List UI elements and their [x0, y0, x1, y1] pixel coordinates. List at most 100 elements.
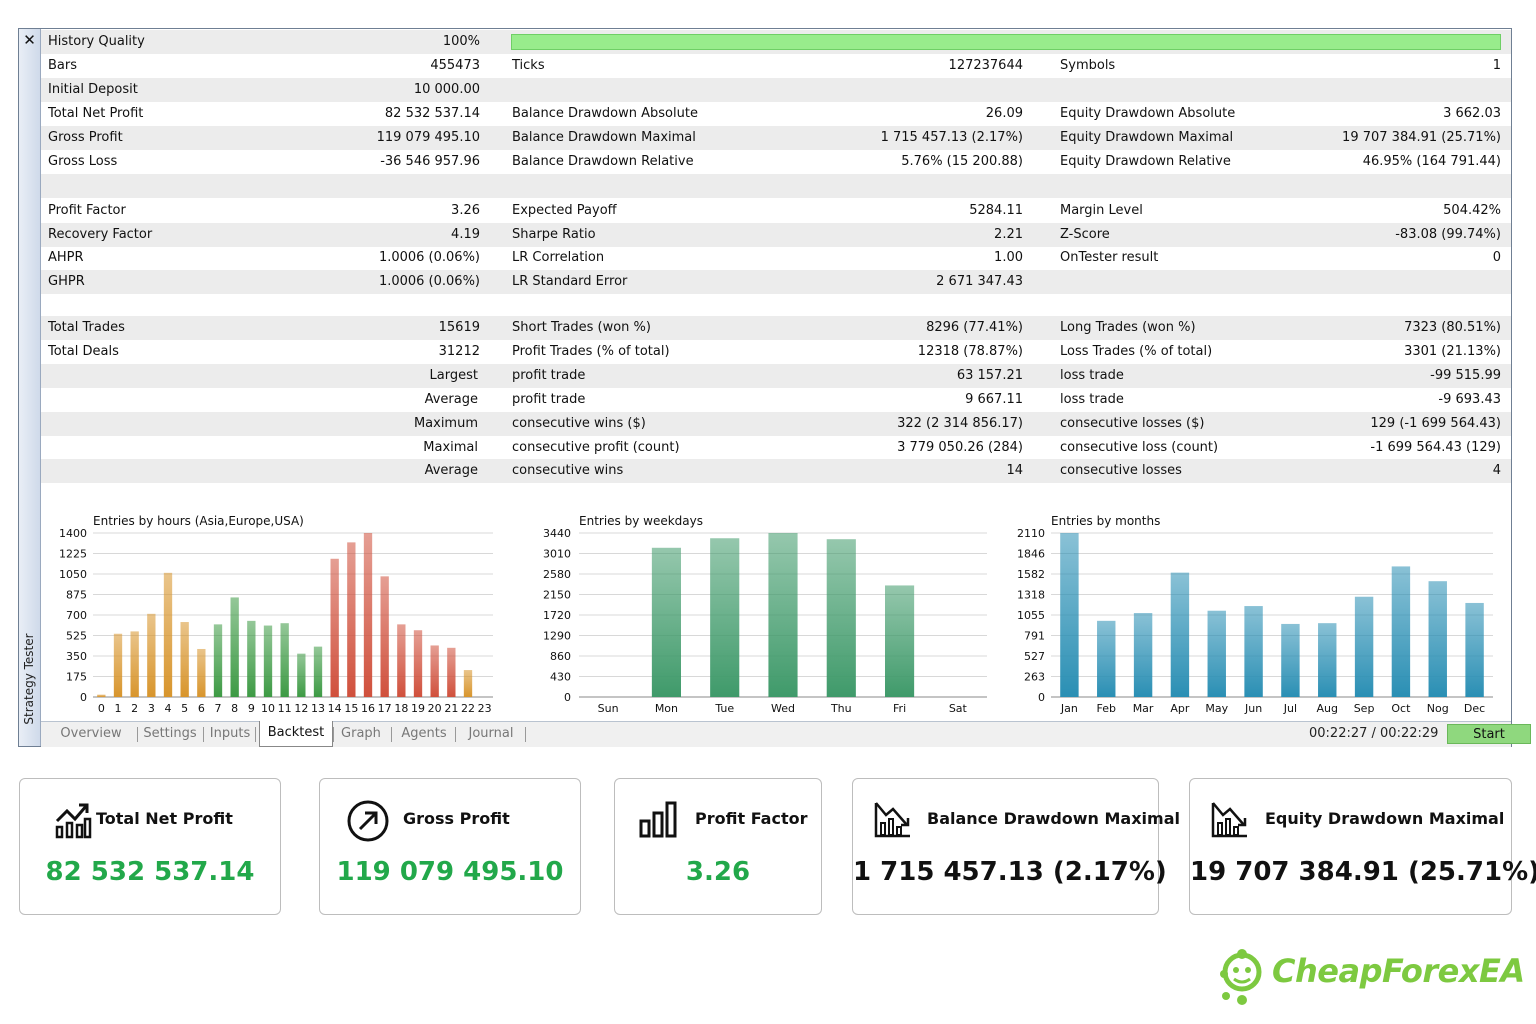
report-row: Gross Loss -36 546 957.96 Balance Drawdown…	[41, 150, 1511, 174]
metric-label: LR Correlation	[512, 250, 605, 265]
metric-value: 4.19	[451, 227, 480, 242]
history-quality-bar	[511, 34, 1501, 50]
tab-separator	[137, 727, 138, 742]
metric-label: Recovery Factor	[48, 227, 153, 242]
metric-value: -99 515.99	[1430, 368, 1501, 383]
report-row	[41, 174, 1511, 198]
metric-value: 504.42%	[1443, 203, 1501, 218]
metric-value: 119 079 495.10	[376, 130, 480, 145]
metric-label: Sharpe Ratio	[512, 227, 596, 242]
metric-value: -1 699 564.43 (129)	[1370, 440, 1501, 455]
report-row: Total Trades 15619 Short Trades (won %) 829…	[41, 316, 1511, 340]
metric-label: Equity Drawdown Maximal	[1060, 130, 1234, 145]
metric-label: Gross Profit	[48, 130, 123, 145]
report-row: Gross Profit 119 079 495.10 Balance Drawdo…	[41, 126, 1511, 150]
metric-value: 12318 (78.87%)	[917, 344, 1023, 359]
row-group-label: Maximum	[413, 416, 478, 431]
report-row: Maximal consecutive profit (count) 3 779 0…	[41, 436, 1511, 460]
metric-value: 455473	[430, 58, 480, 73]
metric-value: 0	[1492, 250, 1501, 265]
bar-chart-icon	[638, 799, 678, 843]
tab-separator	[455, 727, 456, 742]
summary-card: Equity Drawdown Maximal 19 707 384.91 (25…	[1189, 778, 1536, 915]
metric-value: -36 546 957.96	[380, 154, 480, 169]
metric-label: History Quality	[48, 34, 145, 49]
metric-value: 1.0006 (0.06%)	[378, 250, 480, 265]
side-title: Strategy Tester	[22, 633, 36, 725]
metric-label: Z-Score	[1060, 227, 1110, 242]
metric-value: 10 000.00	[413, 82, 480, 97]
card-title: Profit Factor	[695, 809, 808, 828]
summary-card: Balance Drawdown Maximal 1 715 457.13 (2.…	[852, 778, 1180, 915]
metric-label: loss trade	[1060, 368, 1124, 383]
card-title: Balance Drawdown Maximal	[927, 809, 1180, 828]
start-button[interactable]: Start	[1447, 724, 1531, 744]
report-row	[41, 483, 1511, 507]
metric-label: Loss Trades (% of total)	[1060, 344, 1213, 359]
metric-label: loss trade	[1060, 392, 1124, 407]
metric-value: 100%	[442, 34, 480, 49]
metric-value: 31212	[438, 344, 480, 359]
metric-label: Balance Drawdown Maximal	[512, 130, 696, 145]
close-icon[interactable]: ✕	[23, 31, 36, 49]
metric-value: 3301 (21.13%)	[1404, 344, 1501, 359]
arrow-circle-icon	[346, 799, 390, 847]
metric-label: profit trade	[512, 368, 586, 383]
report-row: Total Deals 31212 Profit Trades (% of tota…	[41, 340, 1511, 364]
metric-label: Gross Loss	[48, 154, 118, 169]
report-row	[41, 294, 1511, 318]
metric-label: Long Trades (won %)	[1060, 320, 1196, 335]
tab-journal[interactable]: Journal	[468, 726, 514, 741]
row-group-label: Maximal	[423, 440, 478, 455]
report-row: History Quality 100%	[41, 30, 1511, 54]
card-value: 119 079 495.10	[336, 857, 564, 887]
metric-label: GHPR	[48, 274, 85, 289]
tab-separator	[391, 727, 392, 742]
metric-label: consecutive wins	[512, 463, 624, 478]
report-row: Maximum consecutive wins ($) 322 (2 314 85…	[41, 412, 1511, 436]
side-panel: ✕ Strategy Tester	[19, 29, 41, 746]
metric-label: Balance Drawdown Absolute	[512, 106, 698, 121]
metric-value: 15619	[438, 320, 480, 335]
summary-card: Gross Profit 119 079 495.10	[319, 778, 581, 915]
metric-value: 26.09	[985, 106, 1023, 121]
report-row: Initial Deposit 10 000.00	[41, 78, 1511, 102]
metric-label: consecutive losses ($)	[1060, 416, 1205, 431]
metric-label: Profit Factor	[48, 203, 126, 218]
tab-backtest[interactable]: Backtest	[259, 721, 333, 747]
metric-label: Margin Level	[1060, 203, 1143, 218]
metric-value: 1.00	[994, 250, 1023, 265]
drawdown-chart-icon	[873, 799, 913, 843]
tab-inputs[interactable]: Inputs	[209, 726, 251, 741]
metric-label: Ticks	[512, 58, 545, 73]
metric-value: 9 667.11	[965, 392, 1023, 407]
metric-value: 7323 (80.51%)	[1404, 320, 1501, 335]
metric-label: Bars	[48, 58, 78, 73]
metric-value: 127237644	[948, 58, 1023, 73]
metric-value: 3.26	[451, 203, 480, 218]
tab-settings[interactable]: Settings	[143, 726, 197, 741]
metric-label: AHPR	[48, 250, 84, 265]
tab-overview[interactable]: Overview	[60, 726, 122, 741]
metric-value: 129 (-1 699 564.43)	[1370, 416, 1501, 431]
metric-value: 4	[1492, 463, 1501, 478]
tab-graph[interactable]: Graph	[341, 726, 381, 741]
row-group-label: Largest	[429, 368, 478, 383]
metric-value: 1	[1492, 58, 1501, 73]
metric-value: 2 671 347.43	[936, 274, 1023, 289]
report-row: AHPR 1.0006 (0.06%) LR Correlation 1.00 OnTe…	[41, 246, 1511, 270]
metric-value: 46.95% (164 791.44)	[1362, 154, 1501, 169]
row-group-label: Average	[424, 463, 478, 478]
report-row: Profit Factor 3.26 Expected Payoff 5284.11 M…	[41, 199, 1511, 223]
report-row: Recovery Factor 4.19 Sharpe Ratio 2.21 Z-Sco…	[41, 223, 1511, 247]
tab-separator	[333, 727, 334, 742]
tab-separator	[525, 727, 526, 742]
metric-value: 63 157.21	[956, 368, 1023, 383]
metric-label: Equity Drawdown Absolute	[1060, 106, 1236, 121]
metric-value: 14	[1006, 463, 1023, 478]
report-row: Largest profit trade 63 157.21 loss trade -9…	[41, 364, 1511, 388]
metric-value: 5284.11	[969, 203, 1023, 218]
card-value: 1 715 457.13 (2.17%)	[853, 857, 1167, 887]
tab-agents[interactable]: Agents	[401, 726, 447, 741]
report-row: Total Net Profit 82 532 537.14 Balance Dra…	[41, 102, 1511, 126]
